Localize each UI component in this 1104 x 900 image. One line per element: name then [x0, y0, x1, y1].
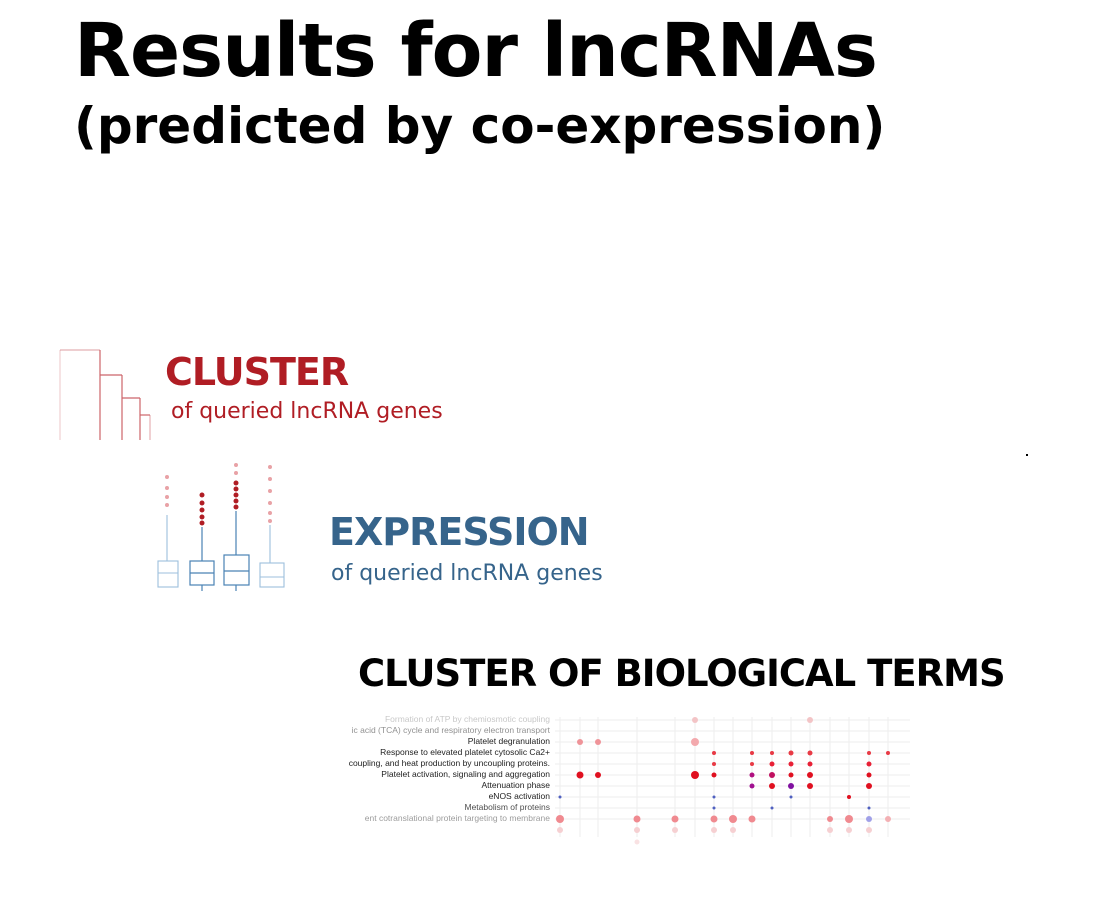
- expression-heading: EXPRESSION: [329, 510, 589, 554]
- boxplot-icon: [150, 455, 290, 595]
- page-subtitle: (predicted by co-expression): [74, 96, 885, 156]
- dendrogram-icon: [50, 330, 160, 445]
- cluster-heading: CLUSTER: [165, 350, 348, 394]
- stray-dot: [1026, 454, 1028, 456]
- dot-markers: [556, 717, 891, 845]
- expression-subheading: of queried lncRNA genes: [331, 561, 603, 586]
- page-title: Results for lncRNAs: [74, 6, 877, 96]
- dot-plot-preview: [340, 712, 920, 862]
- cluster-subheading: of queried lncRNA genes: [171, 399, 443, 424]
- bio-terms-heading: CLUSTER OF BIOLOGICAL TERMS: [358, 652, 1005, 695]
